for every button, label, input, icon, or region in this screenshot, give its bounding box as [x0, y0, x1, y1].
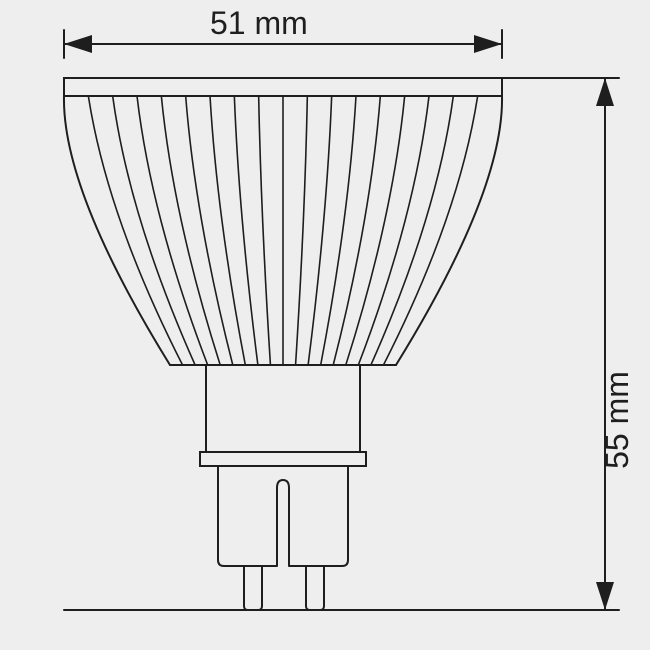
diagram-svg: 51 mm 55 mm	[0, 0, 650, 650]
width-dimension-label: 51 mm	[210, 5, 308, 41]
bulb-dimension-diagram: { "type": "engineering-dimension-drawing…	[0, 0, 650, 650]
height-dimension-label: 55 mm	[599, 371, 635, 469]
